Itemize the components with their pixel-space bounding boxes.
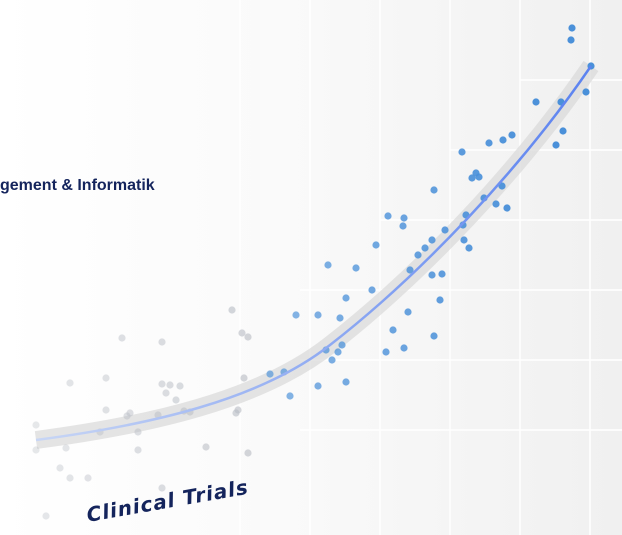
point <box>421 244 429 252</box>
point <box>158 338 166 346</box>
point <box>62 444 70 452</box>
point <box>126 409 134 417</box>
point <box>266 370 274 378</box>
point <box>485 139 493 147</box>
point <box>244 333 252 341</box>
point <box>202 443 210 451</box>
point <box>102 374 110 382</box>
point <box>372 241 380 249</box>
point <box>228 306 236 314</box>
point <box>428 236 436 244</box>
point <box>158 380 166 388</box>
point <box>368 286 376 294</box>
point <box>404 308 412 316</box>
point <box>503 204 511 212</box>
point <box>559 127 567 135</box>
point <box>244 449 252 457</box>
point <box>508 131 516 139</box>
point <box>468 174 476 182</box>
point <box>232 409 240 417</box>
point <box>342 294 350 302</box>
point <box>499 136 507 144</box>
point <box>384 212 392 220</box>
point <box>32 446 40 454</box>
point <box>552 141 560 149</box>
point <box>582 88 590 96</box>
point <box>400 344 408 352</box>
point <box>436 296 444 304</box>
point <box>532 98 540 106</box>
point <box>176 382 184 390</box>
title: gement & Informatik <box>0 177 155 194</box>
point <box>460 236 468 244</box>
point <box>475 173 483 181</box>
point <box>334 348 342 356</box>
point <box>492 200 500 208</box>
point <box>134 446 142 454</box>
point <box>314 382 322 390</box>
point <box>66 379 74 387</box>
point <box>414 251 422 259</box>
point <box>162 389 170 397</box>
point <box>134 428 142 436</box>
point <box>458 148 466 156</box>
point <box>382 348 390 356</box>
point <box>338 341 346 349</box>
point <box>292 311 300 319</box>
point <box>567 36 575 44</box>
point <box>172 396 180 404</box>
point <box>123 412 131 420</box>
point <box>84 474 92 482</box>
point <box>430 332 438 340</box>
point <box>286 392 294 400</box>
point <box>118 334 126 342</box>
point <box>428 271 436 279</box>
point <box>56 464 64 472</box>
point <box>32 421 40 429</box>
point <box>158 484 166 492</box>
point <box>400 214 408 222</box>
point <box>465 244 473 252</box>
point <box>342 378 350 386</box>
point <box>240 374 248 382</box>
point <box>406 266 414 274</box>
point <box>42 512 50 520</box>
point <box>102 406 110 414</box>
point <box>441 226 449 234</box>
point <box>166 381 174 389</box>
point <box>430 186 438 194</box>
point <box>328 356 336 364</box>
trend-line <box>35 65 593 442</box>
point <box>352 264 360 272</box>
point <box>568 24 576 32</box>
point <box>238 329 246 337</box>
point <box>399 222 407 230</box>
point <box>438 270 446 278</box>
point <box>314 311 322 319</box>
point <box>66 474 74 482</box>
point <box>336 314 344 322</box>
point <box>324 261 332 269</box>
point <box>389 326 397 334</box>
